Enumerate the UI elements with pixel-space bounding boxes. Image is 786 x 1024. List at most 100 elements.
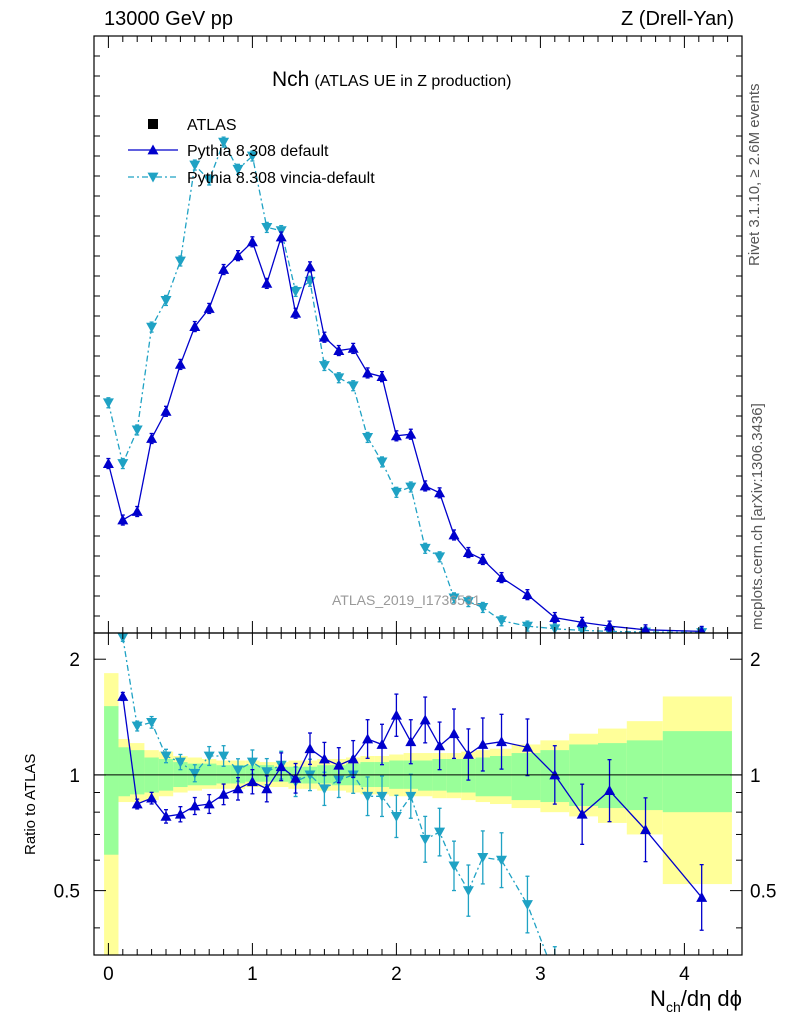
legend-marker-square [148, 119, 158, 129]
default-ratio-point [174, 808, 186, 819]
band-inner-bin [490, 755, 512, 797]
band-inner-bin [511, 753, 541, 801]
default-main-point [232, 250, 244, 261]
vincia-ratio-point [376, 791, 388, 802]
vincia-main-point [318, 361, 330, 371]
vincia-main-point [390, 487, 402, 498]
x-axis-label-main: N [650, 986, 666, 1011]
default-ratio-point [261, 783, 273, 794]
default-main-point [376, 371, 388, 382]
vincia-main-point [146, 322, 158, 333]
default-main-point [246, 236, 258, 247]
default-ratio-point [333, 759, 345, 770]
default-main-point [160, 405, 172, 416]
vincia-ratio-point [261, 767, 273, 778]
band-inner-bin [104, 706, 119, 855]
default-ratio-point [576, 808, 588, 819]
vincia-ratio-point [390, 811, 402, 822]
analysis-watermark: ATLAS_2019_I1736531 [332, 592, 481, 608]
default-main-point [174, 358, 186, 369]
default-ratio-point [549, 769, 561, 780]
default-main-point [333, 345, 345, 355]
vincia-ratio-point [246, 757, 258, 768]
legend-marker-triangle [147, 144, 159, 155]
default-main-point [448, 529, 460, 540]
vincia-ratio-line [122, 637, 548, 955]
plot-title-main: Nch [272, 68, 309, 91]
default-main-point [261, 277, 273, 288]
default-ratio-point [362, 733, 374, 744]
default-ratio-point [405, 736, 417, 747]
default-ratio-point [131, 798, 143, 809]
default-main-point [697, 625, 706, 633]
default-main-point [640, 624, 651, 633]
plot-title-sub: (ATLAS UE in Z production) [314, 73, 511, 90]
vincia-main-point [434, 552, 446, 563]
default-ratio-point [189, 800, 201, 811]
default-main-point [218, 264, 230, 274]
vincia-ratio-point [146, 717, 158, 728]
default-main-line [107, 236, 702, 633]
band-inner-bin [118, 747, 130, 797]
rivet-version-label: Rivet 3.1.10, ≥ 2.6M events [746, 83, 763, 267]
x-tick-label: 2 [391, 964, 402, 985]
default-main-point [347, 342, 359, 353]
default-ratio-point [696, 891, 708, 902]
default-main-point [146, 432, 158, 443]
band-inner-bin [216, 765, 231, 784]
vincia-main-point [290, 286, 302, 297]
vincia-main-point [405, 482, 417, 493]
vincia-main-point [477, 603, 489, 613]
vincia-ratio-point [477, 853, 489, 863]
x-tick-label: 1 [247, 964, 258, 985]
vincia-ratio-point [174, 757, 186, 768]
default-main-point [189, 321, 201, 331]
default-main-point [131, 506, 143, 516]
default-ratio-point [477, 738, 489, 749]
default-ratio-point [640, 824, 652, 835]
x-tick-label: 0 [103, 964, 114, 985]
default-main-point [521, 589, 533, 600]
energy-label: 13000 GeV pp [104, 8, 233, 30]
default-ratio-point [117, 690, 129, 701]
default-main-point [203, 302, 215, 313]
vincia-ratio-point [232, 765, 244, 776]
default-main-point [477, 553, 489, 564]
default-ratio-point [434, 740, 446, 751]
default-main-point [275, 231, 287, 242]
default-ratio-point [376, 738, 388, 749]
band-inner-bin [130, 750, 145, 795]
default-main-point [117, 514, 129, 525]
legend-marker-triangle [147, 172, 159, 183]
vincia-main-point [376, 457, 388, 468]
default-main-point [405, 428, 417, 439]
default-ratio-point [496, 736, 508, 747]
default-main-point [496, 572, 508, 583]
vincia-ratio-point [362, 791, 374, 802]
vincia-main-point [232, 164, 244, 175]
default-ratio-point [290, 772, 302, 783]
vincia-ratio-point [405, 791, 417, 802]
vincia-main-point [261, 223, 273, 233]
default-ratio-point [521, 741, 533, 752]
ratio-y-tick-label-left: 2 [69, 650, 80, 671]
vincia-ratio-point [448, 861, 460, 872]
vincia-main-line [107, 140, 702, 633]
default-main-point [434, 487, 446, 498]
vincia-main-point [576, 625, 588, 633]
ratio-y-tick-label-right: 2 [750, 650, 761, 671]
default-main-point [362, 367, 374, 378]
vincia-main-point [102, 398, 114, 409]
default-main-point [304, 261, 316, 272]
default-ratio-point [448, 728, 460, 739]
default-ratio-point [246, 776, 258, 787]
vincia-main-point [419, 543, 431, 554]
default-ratio-point [304, 743, 316, 754]
default-ratio-point [160, 810, 172, 821]
legend-entry: Pythia 8.308 default [128, 143, 329, 160]
default-main-point [102, 458, 114, 468]
band-inner-bin [598, 743, 627, 809]
ratio-panel [94, 633, 742, 955]
x-tick-label: 4 [679, 964, 690, 985]
